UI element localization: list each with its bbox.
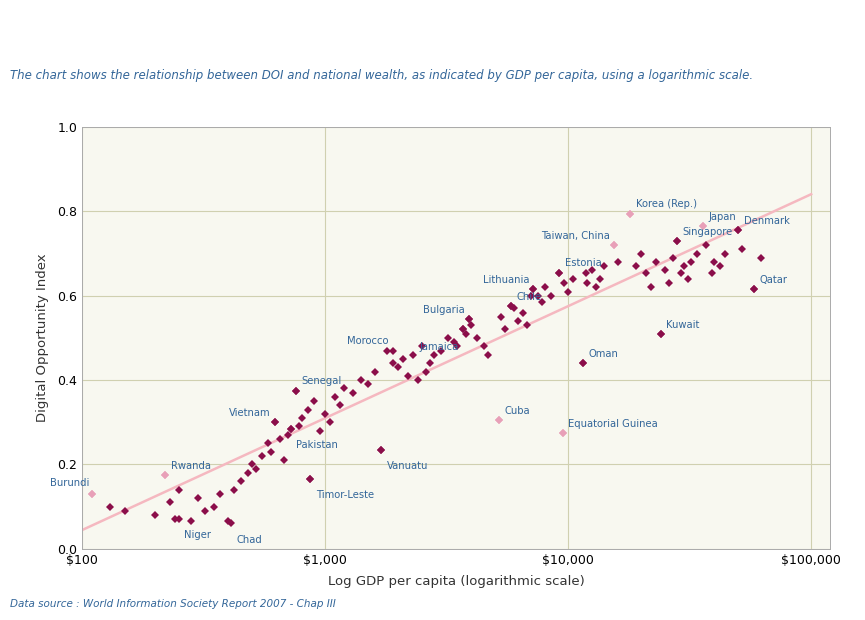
Text: Jamaica: Jamaica xyxy=(420,342,459,352)
Text: Data source : World Information Society Report 2007 - Chap III: Data source : World Information Society … xyxy=(10,599,336,609)
Text: Bulgaria: Bulgaria xyxy=(423,305,465,315)
Text: Chile: Chile xyxy=(516,292,541,302)
Text: Senegal: Senegal xyxy=(302,376,342,386)
Text: Qatar: Qatar xyxy=(759,275,787,285)
Text: Cuba: Cuba xyxy=(504,406,530,416)
Text: Niger: Niger xyxy=(184,530,211,540)
Text: Vietnam: Vietnam xyxy=(229,408,271,418)
Text: Rwanda: Rwanda xyxy=(171,461,211,471)
Text: Singapore: Singapore xyxy=(682,227,733,237)
Text: Timor-Leste: Timor-Leste xyxy=(316,490,375,500)
Text: Kuwait: Kuwait xyxy=(666,319,700,329)
Y-axis label: Digital Opportunity Index: Digital Opportunity Index xyxy=(36,254,49,422)
Text: Vanuatu: Vanuatu xyxy=(387,461,428,471)
Text: Chad: Chad xyxy=(237,534,262,544)
Text: Burundi: Burundi xyxy=(50,479,89,489)
Text: How Digital Opportunity relates to national economic performance: How Digital Opportunity relates to natio… xyxy=(10,24,616,39)
Text: Estonia: Estonia xyxy=(565,259,602,268)
Text: Japan: Japan xyxy=(709,212,737,222)
Text: Taiwan, China: Taiwan, China xyxy=(541,231,610,241)
Text: Korea (Rep.): Korea (Rep.) xyxy=(636,200,696,210)
Text: Pakistan: Pakistan xyxy=(296,440,338,450)
Text: Oman: Oman xyxy=(588,349,618,359)
Text: Equatorial Guinea: Equatorial Guinea xyxy=(568,418,658,428)
Text: The chart shows the relationship between DOI and national wealth, as indicated b: The chart shows the relationship between… xyxy=(10,69,753,82)
Text: Denmark: Denmark xyxy=(744,216,790,226)
X-axis label: Log GDP per capita (logarithmic scale): Log GDP per capita (logarithmic scale) xyxy=(328,575,585,588)
Text: Lithuania: Lithuania xyxy=(483,275,529,285)
Text: Morocco: Morocco xyxy=(347,337,388,347)
